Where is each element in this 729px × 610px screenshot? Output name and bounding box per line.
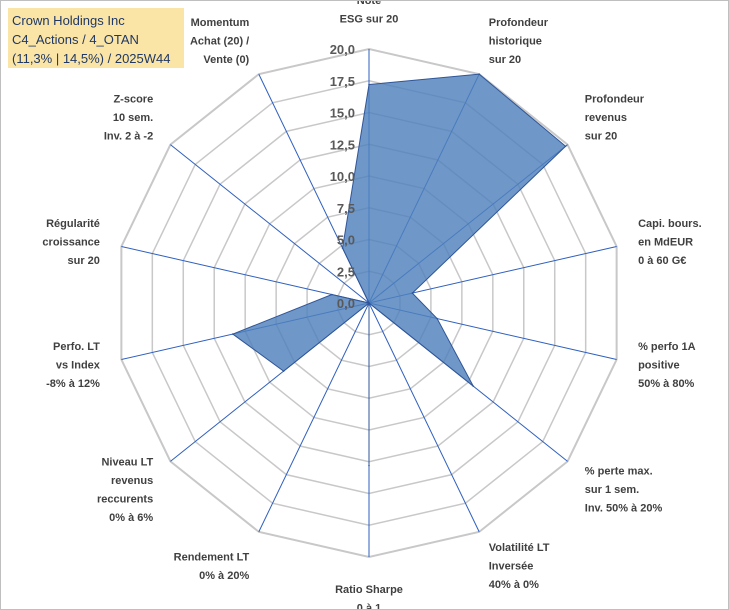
data-point (478, 73, 480, 75)
axis-label-line: positive (638, 359, 680, 371)
axis-label-line: Perfo. LT (53, 341, 100, 353)
data-point (368, 302, 370, 304)
axis-label-line: Inversée (489, 561, 534, 573)
tick-label: 5,0 (337, 233, 355, 248)
axis-label-line: Ratio Sharpe (335, 584, 403, 596)
axis-label-line: 40% à 0% (489, 579, 539, 591)
axis-label-line: sur 20 (489, 54, 521, 66)
axis-label-line: Inv. 2 à -2 (104, 130, 153, 142)
data-point (283, 370, 285, 372)
axis-label: Profondeur revenus sur 20 (585, 93, 645, 142)
axis-label: Note ESG sur 20 (340, 1, 399, 25)
axis-label-line: Z-score (113, 93, 153, 105)
axis-label-line: revenus (111, 475, 153, 487)
axis-label-line: % perfo 1A (638, 341, 696, 353)
tick-label-layer: 0,0 2,5 5,0 7,5 10,0 12,5 15,0 17,5 20,0 (330, 42, 355, 311)
axis-label: Niveau LT revenus reccurents 0% à 6% (97, 456, 154, 524)
data-point (436, 318, 438, 320)
axis-label-line: 0% à 20% (199, 570, 249, 582)
axis-label-line: sur 20 (67, 255, 99, 267)
axis-label-line: Profondeur (489, 17, 549, 29)
axis-label: Rendement LT 0% à 20% (174, 551, 250, 582)
axis-label-line: Inv. 50% à 20% (585, 503, 663, 515)
data-point (331, 294, 333, 296)
axis-label-line: 0 à 60 G€ (638, 255, 686, 267)
tick-label: 2,5 (337, 264, 355, 279)
axis-label-line: 0 à 1 (357, 602, 381, 609)
axis-label-line: 50% à 80% (638, 378, 694, 390)
axis-label: Volatilité LT Inversée 40% à 0% (489, 542, 550, 591)
axis-label-line: 0% à 6% (109, 512, 153, 524)
data-point (368, 465, 370, 467)
axis-label-line: -8% à 12% (46, 378, 100, 390)
axis-label-line: Note (357, 1, 381, 7)
tick-label: 0,0 (337, 296, 355, 311)
axis-label: Perfo. LT vs Index -8% à 12% (46, 341, 101, 390)
axis-label-line: Régularité (46, 218, 100, 230)
axis-label-line: Profondeur (585, 93, 645, 105)
axis-label-line: 10 sem. (113, 112, 153, 124)
axis-label-line: historique (489, 35, 542, 47)
axis-label: Capi. bours. en MdEUR 0 à 60 G€ (638, 218, 702, 267)
axis-label-line: Achat (20) / (190, 35, 249, 47)
tick-label: 12,5 (330, 137, 355, 152)
tick-label: 15,0 (330, 106, 355, 121)
axis-label: % perte max. sur 1 sem. Inv. 50% à 20% (585, 466, 663, 515)
tick-label: 17,5 (330, 74, 355, 89)
radar-chart: 0,0 2,5 5,0 7,5 10,0 12,5 15,0 17,5 20,0 Note ESG… (1, 1, 728, 609)
axis-label-line: revenus (585, 112, 627, 124)
tick-label: 20,0 (330, 42, 355, 57)
data-point (342, 247, 344, 249)
data-point (472, 385, 474, 387)
axis-label-line: en MdEUR (638, 237, 693, 249)
axis-label-line: Momentum (191, 17, 250, 29)
axis-label-line: sur 1 sem. (585, 484, 639, 496)
axis-label: Ratio Sharpe 0 à 1 (335, 584, 403, 609)
tick-label: 10,0 (330, 169, 355, 184)
data-point (412, 292, 414, 294)
axis-label-line: sur 20 (585, 130, 617, 142)
axis-label-line: Niveau LT (101, 456, 153, 468)
data-point (368, 84, 370, 86)
axis-label-line: Volatilité LT (489, 542, 550, 554)
data-point (232, 333, 234, 335)
axis-label-line: Capi. bours. (638, 218, 702, 230)
axis-label-line: croissance (42, 237, 99, 249)
axis-label-line: reccurents (97, 493, 153, 505)
axis-label-line: Rendement LT (174, 551, 250, 563)
axis-label: Momentum Achat (20) / Vente (0) (190, 17, 250, 66)
axis-label-line: vs Index (56, 359, 101, 371)
axis-label-line: ESG sur 20 (340, 13, 399, 25)
axis-label: % perfo 1A positive 50% à 80% (638, 341, 696, 390)
tick-label: 7,5 (337, 201, 355, 216)
axis-label: Z-score 10 sem. Inv. 2 à -2 (104, 93, 153, 142)
axis-label: Profondeur historique sur 20 (489, 17, 549, 66)
data-point (565, 145, 567, 147)
axis-label: Régularité croissance sur 20 (42, 218, 99, 267)
axis-label-line: % perte max. (585, 466, 653, 478)
axis-label-line: Vente (0) (203, 54, 249, 66)
chart-frame: Crown Holdings Inc C4_Actions / 4_OTAN (… (0, 0, 729, 610)
